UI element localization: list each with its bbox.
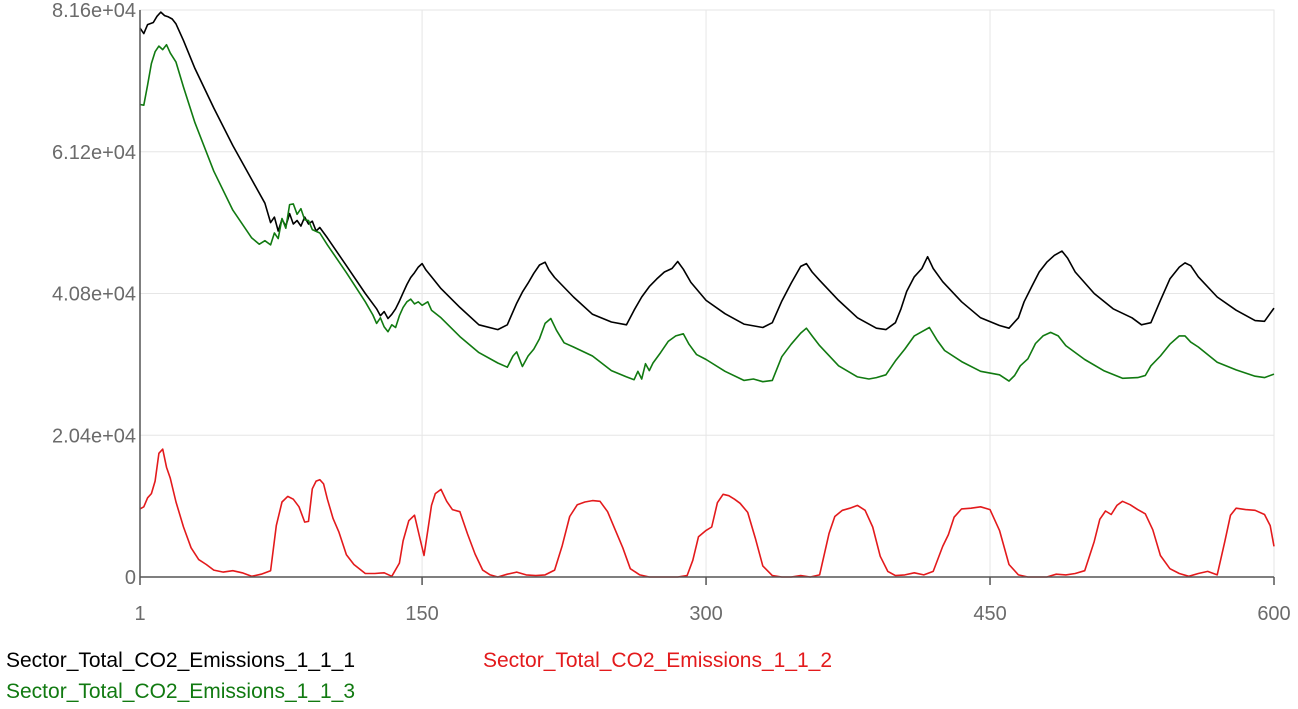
x-tick-label: 300 <box>689 603 722 625</box>
legend-entry-1: Sector_Total_CO2_Emissions_1_1_1 <box>6 649 355 672</box>
x-tick-label: 600 <box>1257 603 1290 625</box>
y-tick-label: 4.08e+04 <box>52 284 136 306</box>
series-lines <box>139 11 1275 578</box>
x-tick-label: 1 <box>134 603 145 625</box>
series-line-2 <box>139 448 1275 578</box>
x-tick-label: 450 <box>973 603 1006 625</box>
series-line-1 <box>139 11 1275 331</box>
legend-entry-3: Sector_Total_CO2_Emissions_1_1_3 <box>6 680 355 703</box>
legend: Sector_Total_CO2_Emissions_1_1_1 Sector_T… <box>6 649 832 703</box>
y-tick-label: 6.12e+04 <box>52 142 136 164</box>
y-tick-label: 8.16e+04 <box>52 0 136 22</box>
axes: 0 2.04e+04 4.08e+04 6.12e+04 8.16e+04 1 150 300… <box>52 0 1291 625</box>
y-tick-label: 2.04e+04 <box>52 425 136 447</box>
gridlines <box>139 9 1275 578</box>
y-tick-label: 0 <box>125 567 136 589</box>
series-line-3 <box>139 43 1275 383</box>
x-tick-label: 150 <box>405 603 438 625</box>
legend-entry-2: Sector_Total_CO2_Emissions_1_1_2 <box>483 649 832 672</box>
